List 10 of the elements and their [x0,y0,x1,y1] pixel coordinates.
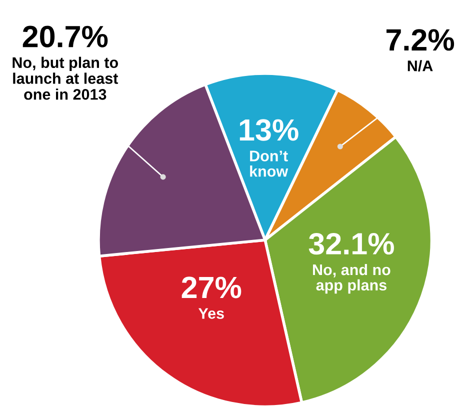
slice-label: No, and no app plans [313,264,390,294]
slice-label: Yes [198,308,224,319]
slice-label: Don’t know [250,150,288,177]
data-label: 32.1% [308,232,394,255]
data-label: 7.2% [386,29,454,51]
data-label: 20.7% [22,26,108,48]
slice-label: N/A [408,60,433,72]
slice-label: No, but plan to launch at least one in 2013 [12,56,118,100]
data-label: 27% [182,276,242,298]
data-label: 13% [240,119,298,141]
